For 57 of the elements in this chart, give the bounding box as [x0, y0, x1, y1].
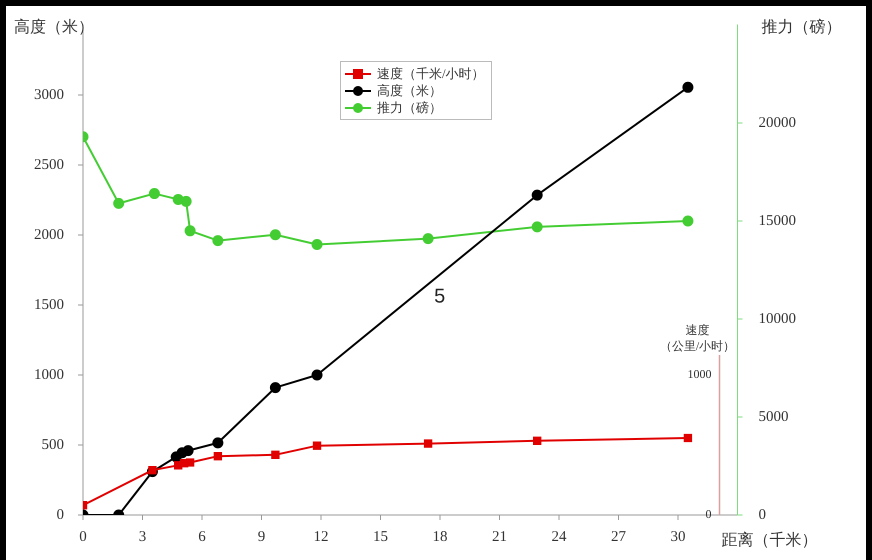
point — [184, 225, 196, 236]
legend-label: 高度（米） — [377, 82, 442, 100]
y2-tick-label: 5000 — [758, 408, 788, 425]
x-tick-label: 15 — [373, 528, 388, 545]
point — [186, 458, 194, 467]
y-tick-label: 500 — [42, 436, 64, 453]
x-tick-label: 24 — [552, 528, 567, 545]
x-tick-label: 30 — [670, 528, 686, 545]
y2-tick-label: 10000 — [758, 310, 796, 327]
y-tick-label: 2500 — [34, 156, 64, 173]
y-tick-label: 1000 — [34, 366, 64, 383]
point — [214, 452, 222, 460]
x-tick-label: 21 — [492, 528, 507, 545]
point — [270, 382, 281, 394]
y2-tick-label: 0 — [758, 506, 766, 523]
point — [212, 437, 224, 448]
point — [270, 229, 281, 240]
y-tick-label: 0 — [56, 506, 64, 523]
legend-label: 推力（磅） — [377, 98, 442, 116]
point — [148, 188, 160, 200]
x-tick-label: 6 — [198, 528, 206, 545]
legend-label: 速度（千米/小时） — [377, 64, 485, 82]
point — [533, 436, 542, 445]
point — [182, 445, 194, 456]
point — [180, 196, 192, 207]
point — [684, 434, 692, 442]
point — [532, 221, 543, 232]
y2-tick-label: 15000 — [758, 212, 796, 229]
point — [148, 466, 157, 474]
y2-axis-title: 推力（磅） — [762, 18, 842, 36]
x-tick-label: 0 — [79, 528, 87, 545]
y-tick-label: 3000 — [34, 86, 64, 103]
point — [271, 450, 280, 459]
point — [682, 216, 694, 226]
point — [424, 439, 432, 448]
y-axis-title: 高度（米） — [14, 18, 94, 36]
x-tick-label: 12 — [314, 528, 328, 545]
point — [312, 239, 323, 250]
point — [422, 233, 434, 244]
point — [532, 190, 543, 201]
point — [212, 235, 224, 246]
x-tick-label: 18 — [432, 528, 448, 545]
annotation: 5 — [434, 285, 446, 308]
x-tick-label: 27 — [611, 528, 626, 545]
x-axis-title: 距离（千米） — [722, 531, 818, 550]
y3-tick-label: 1000 — [688, 367, 712, 382]
y3-tick-label: 0 — [706, 507, 712, 522]
x-tick-label: 9 — [258, 528, 266, 545]
point — [312, 442, 322, 450]
point — [113, 198, 124, 209]
point — [682, 82, 694, 93]
y-tick-label: 1500 — [34, 296, 64, 313]
y2-tick-label: 20000 — [758, 114, 796, 131]
y3-axis-title: 速度（公里/小时） — [660, 323, 736, 354]
y-tick-label: 2000 — [34, 226, 64, 243]
x-tick-label: 3 — [138, 528, 146, 545]
point — [312, 370, 323, 380]
